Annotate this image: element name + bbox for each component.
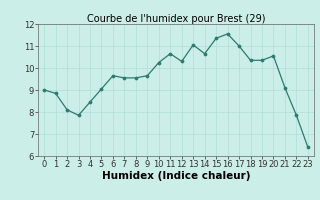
X-axis label: Humidex (Indice chaleur): Humidex (Indice chaleur) bbox=[102, 171, 250, 181]
Title: Courbe de l'humidex pour Brest (29): Courbe de l'humidex pour Brest (29) bbox=[87, 14, 265, 24]
